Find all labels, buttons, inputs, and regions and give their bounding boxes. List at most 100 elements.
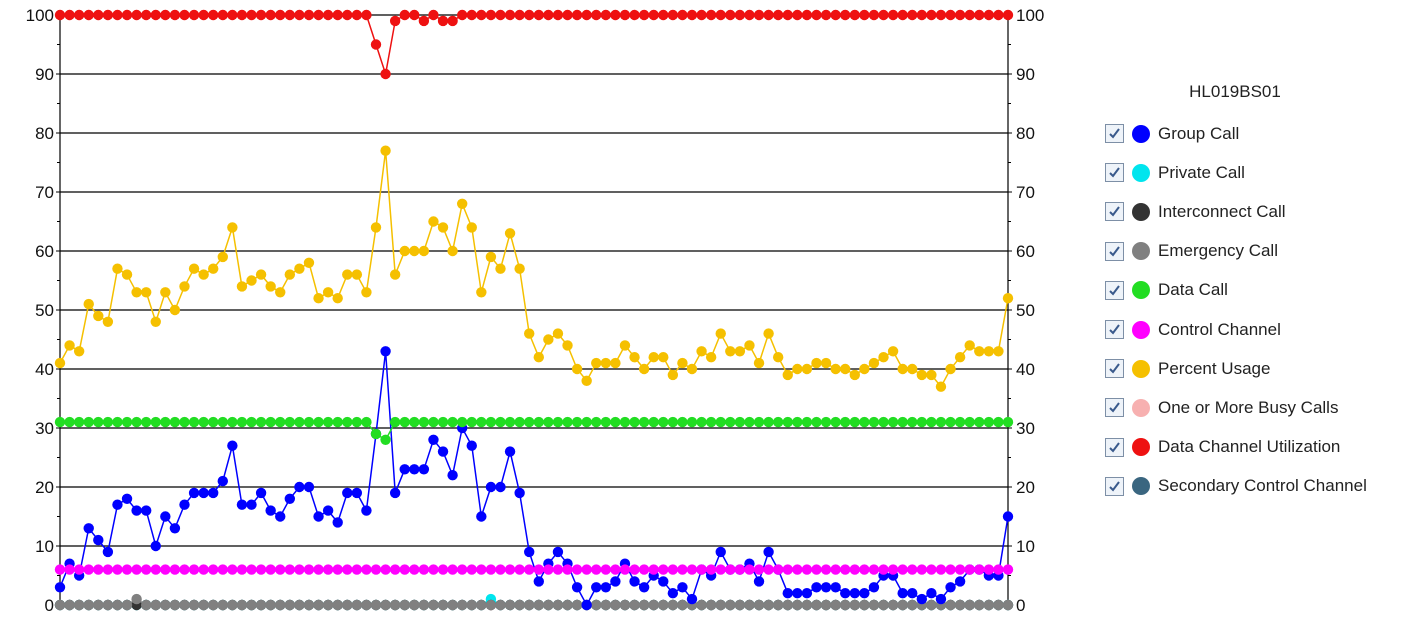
data-point-data-channel-utilization [380, 68, 391, 80]
data-point-group-call [389, 487, 401, 499]
data-point-data-call [456, 416, 468, 428]
data-point-percent-usage [456, 198, 468, 209]
legend-item-emergency-call[interactable]: Emergency Call [1100, 232, 1410, 271]
checkbox[interactable] [1105, 202, 1124, 222]
legend-item-data-call[interactable]: Data Call [1100, 271, 1410, 310]
legend-label: Control Channel [1158, 319, 1281, 339]
data-point-data-channel-utilization [667, 9, 679, 21]
data-point-data-call [629, 416, 640, 428]
data-point-percent-usage [964, 340, 975, 351]
data-point-data-channel-utilization [974, 9, 985, 21]
legend-item-interconnect-call[interactable]: Interconnect Call [1100, 192, 1410, 231]
data-point-percent-usage [188, 263, 200, 274]
data-point-group-call [351, 487, 363, 499]
legend-marker-icon [1132, 320, 1150, 339]
checkbox[interactable] [1105, 398, 1124, 418]
data-point-emergency-call [1002, 599, 1014, 611]
data-point-percent-usage [217, 251, 228, 263]
data-point-control-channel [878, 564, 889, 575]
data-point-data-call [677, 416, 688, 428]
data-point-emergency-call [782, 599, 793, 611]
legend-item-group-call[interactable]: Group Call [1100, 114, 1410, 153]
data-point-percent-usage [715, 328, 726, 339]
data-point-control-channel [811, 564, 822, 575]
data-point-group-call [935, 593, 947, 605]
data-point-data-call [466, 416, 477, 428]
data-point-emergency-call [73, 599, 85, 611]
data-point-percent-usage [897, 363, 908, 375]
legend-item-data-channel-utilization[interactable]: Data Channel Utilization [1100, 428, 1410, 467]
legend-item-secondary-control-channel[interactable]: Secondary Control Channel [1100, 467, 1410, 506]
checkbox[interactable] [1105, 280, 1124, 300]
data-point-emergency-call [772, 599, 784, 611]
checkbox[interactable] [1105, 476, 1124, 496]
data-point-data-call [734, 416, 746, 428]
data-point-percent-usage [437, 222, 449, 233]
legend-item-private-call[interactable]: Private Call [1100, 153, 1410, 192]
checkbox[interactable] [1105, 320, 1124, 340]
data-point-data-call [64, 416, 75, 428]
data-point-data-channel-utilization [964, 9, 975, 21]
data-point-emergency-call [294, 599, 305, 611]
data-point-emergency-call [696, 599, 707, 611]
data-point-emergency-call [476, 599, 487, 611]
data-point-group-call [514, 487, 525, 499]
y-tick-label-right: 80 [1016, 124, 1035, 143]
checkbox[interactable] [1105, 163, 1124, 183]
data-point-emergency-call [169, 599, 181, 611]
checkbox[interactable] [1105, 359, 1124, 379]
data-point-data-call [217, 416, 228, 428]
data-point-percent-usage [255, 269, 267, 280]
data-point-percent-usage [322, 287, 334, 298]
checkbox[interactable] [1105, 437, 1124, 457]
legend-item-control-channel[interactable]: Control Channel [1100, 310, 1410, 349]
data-point-control-channel [255, 564, 267, 575]
legend-item-percent-usage[interactable]: Percent Usage [1100, 349, 1410, 388]
data-point-data-call [667, 416, 679, 428]
data-point-data-call [840, 416, 851, 428]
data-point-group-call [763, 546, 774, 558]
data-point-control-channel [552, 564, 564, 575]
data-point-data-channel-utilization [638, 9, 650, 21]
data-point-data-call [322, 416, 334, 428]
data-point-emergency-call [342, 599, 353, 611]
data-point-control-channel [514, 564, 525, 575]
data-point-group-call [811, 582, 822, 593]
data-point-data-channel-utilization [351, 9, 363, 21]
data-point-data-channel-utilization [907, 9, 918, 21]
data-point-data-channel-utilization [322, 9, 334, 21]
data-point-data-channel-utilization [102, 9, 114, 21]
data-point-control-channel [409, 564, 420, 575]
data-point-control-channel [945, 564, 956, 575]
data-point-data-channel-utilization [361, 9, 372, 21]
legend-marker-icon [1132, 398, 1150, 417]
data-point-data-channel-utilization [926, 9, 937, 21]
data-point-data-call [696, 416, 707, 428]
data-point-group-call [658, 576, 669, 587]
chart-plot: 0 0 10 10 20 20 30 30 40 40 50 50 60 60 70 70 80 80 90 90 10… [26, 6, 1045, 615]
data-point-data-call [169, 416, 181, 428]
data-point-control-channel [476, 564, 487, 575]
data-point-data-call [648, 416, 659, 428]
data-point-control-channel [753, 564, 765, 575]
grid-lines [60, 14, 1008, 606]
data-point-data-call [964, 416, 975, 428]
data-point-percent-usage [753, 357, 765, 369]
checkbox[interactable] [1105, 241, 1124, 261]
legend: HL019BS01 Group Call Private Call Intercon… [1100, 82, 1410, 506]
legend-marker-icon [1132, 477, 1150, 496]
data-point-percent-usage [907, 363, 918, 375]
data-point-percent-usage [284, 269, 296, 280]
data-point-control-channel [169, 564, 181, 575]
data-point-data-channel-utilization [83, 9, 94, 21]
checkbox[interactable] [1105, 124, 1124, 144]
data-point-control-channel [916, 564, 928, 575]
data-point-control-channel [983, 564, 995, 575]
legend-item-one-or-more-busy-calls[interactable]: One or More Busy Calls [1100, 388, 1410, 427]
data-point-control-channel [227, 564, 238, 575]
data-point-group-call [897, 588, 908, 599]
data-point-control-channel [763, 564, 774, 575]
data-point-data-channel-utilization [208, 9, 219, 21]
data-point-data-call [437, 416, 449, 428]
data-point-data-channel-utilization [466, 9, 477, 21]
